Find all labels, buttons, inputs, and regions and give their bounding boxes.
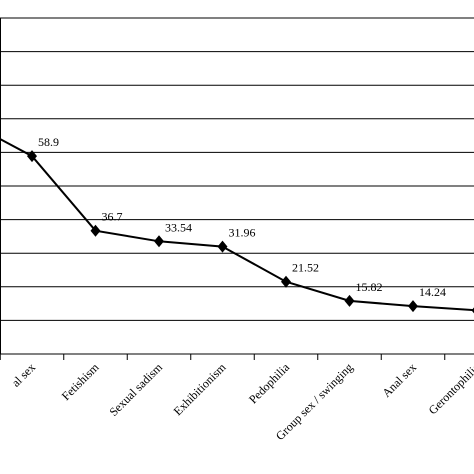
marker [217, 240, 228, 253]
marker [27, 150, 37, 163]
data-label: 15.82 [356, 280, 383, 294]
marker [154, 235, 164, 248]
x-tick-label: Gerontophilia [426, 360, 474, 418]
line [0, 137, 474, 312]
x-tick-label: Exhibitionism [171, 360, 229, 418]
data-label: 31.96 [229, 226, 256, 240]
data-label: 58.9 [38, 135, 59, 149]
marker [90, 224, 101, 237]
data-label: 21.52 [292, 261, 319, 275]
marker [344, 294, 355, 307]
x-tick-label: Pedophilia [246, 360, 293, 407]
x-tick-label: Fetishism [59, 360, 102, 403]
marker [471, 307, 474, 314]
x-tick-label: Sexual sadism [106, 360, 165, 419]
data-label: 14.24 [419, 285, 446, 299]
data-label: 36.7 [102, 210, 123, 224]
marker [281, 275, 291, 288]
data-label: 33.54 [165, 220, 192, 234]
x-tick-label: al sex [9, 360, 38, 389]
x-tick-label: Anal sex [379, 360, 419, 400]
marker [408, 300, 418, 313]
